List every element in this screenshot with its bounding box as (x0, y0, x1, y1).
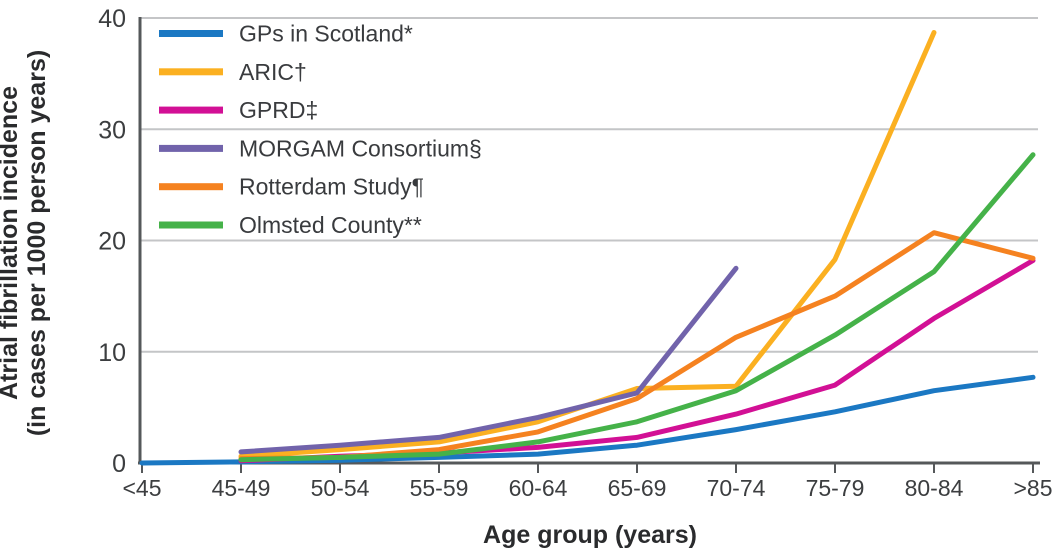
legend-label: Olmsted County** (239, 212, 422, 238)
y-tick-labels: 0 10 20 30 40 (98, 5, 126, 478)
legend-swatch (159, 68, 223, 76)
x-tick-label: 50-54 (311, 475, 370, 501)
x-tick-label: 75-79 (806, 475, 865, 501)
x-tick-label: 55-59 (410, 475, 469, 501)
series-lines (139, 30, 1036, 466)
legend-item: MORGAM Consortium§ (159, 135, 482, 161)
y-tick-label: 30 (98, 116, 126, 144)
legend-swatch (159, 183, 223, 191)
series-line (238, 230, 1036, 462)
x-tick-labels: <45 45-49 50-54 55-59 60-64 65-69 70-74 75-79 80… (122, 475, 1052, 501)
legend: GPs in Scotland* ARIC† GPRD‡ MORGAM Consort… (159, 21, 482, 238)
legend-item: GPs in Scotland* (159, 21, 413, 47)
legend-item: Olmsted County** (159, 212, 422, 238)
y-tick-label: 10 (98, 339, 126, 367)
legend-label: MORGAM Consortium§ (239, 135, 482, 161)
series-line (238, 30, 937, 459)
legend-label: GPRD‡ (239, 97, 318, 123)
x-axis-title: Age group (years) (483, 521, 697, 549)
legend-swatch (159, 221, 223, 229)
legend-swatch (159, 106, 223, 114)
y-axis-title-line2: (in cases per 1000 person years) (23, 50, 51, 436)
legend-label: ARIC† (239, 59, 307, 85)
legend-label: GPs in Scotland* (239, 21, 413, 47)
y-tick-label: 0 (112, 450, 126, 478)
x-tick-label: 65-69 (608, 475, 667, 501)
x-tick-label: 45-49 (212, 475, 271, 501)
x-axis-ticks (141, 464, 1034, 473)
legend-item: Rotterdam Study¶ (159, 174, 424, 200)
x-tick-label: 70-74 (707, 475, 766, 501)
x-tick-label: 80-84 (905, 475, 964, 501)
x-tick-label: 60-64 (509, 475, 568, 501)
x-tick-label: <45 (122, 475, 161, 501)
y-tick-label: 20 (98, 228, 126, 256)
legend-label: Rotterdam Study¶ (239, 174, 424, 200)
series-line (238, 152, 1036, 463)
y-tick-label: 40 (98, 5, 126, 33)
legend-item: GPRD‡ (159, 97, 318, 123)
y-axis-title-line1: Atrial fibrillation incidence (0, 86, 23, 400)
x-tick-label: >85 (1013, 475, 1052, 501)
legend-swatch (159, 30, 223, 37)
legend-item: ARIC† (159, 59, 307, 85)
series-line (238, 265, 739, 455)
legend-swatch (159, 144, 223, 152)
series-line (238, 258, 1036, 464)
